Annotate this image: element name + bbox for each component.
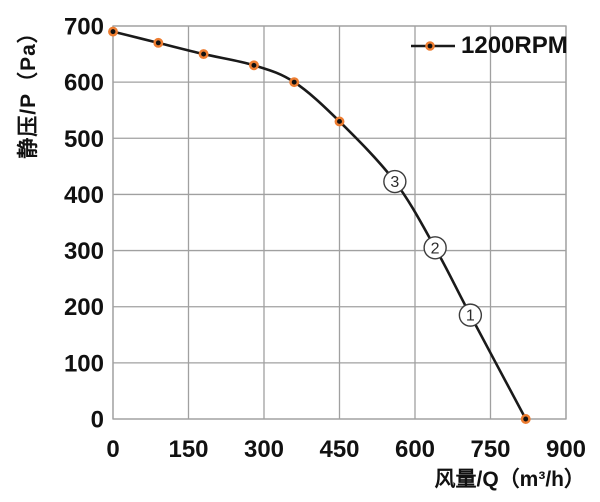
data-point-marker: [520, 414, 531, 424]
x-tick-label: 900: [546, 436, 586, 463]
x-axis-title: 风量/Q（m³/h）: [434, 468, 586, 491]
y-tick-label: 0: [91, 407, 104, 434]
legend-label: 1200RPM: [461, 32, 568, 59]
series-curve-1200rpm: [112, 30, 527, 420]
legend-line-marker-icon: [411, 41, 455, 51]
data-point-marker: [248, 60, 259, 71]
plot-border: [112, 25, 567, 420]
x-tick-label: 150: [168, 436, 208, 463]
y-tick-label: 100: [64, 350, 104, 377]
x-tick-label: 450: [319, 436, 359, 463]
y-tick-label: 200: [64, 294, 104, 321]
data-point-marker: [153, 37, 164, 48]
data-point-marker: [334, 116, 345, 127]
annotation-digit-2: 2: [431, 240, 440, 257]
y-axis-title: 静压/P（Pa）: [17, 21, 40, 159]
y-tick-label: 300: [64, 238, 104, 265]
annotation-circle-2: [423, 236, 447, 260]
data-point-marker: [289, 77, 300, 88]
x-tick-label: 600: [395, 436, 435, 463]
x-tick-label: 0: [106, 436, 119, 463]
data-point-marker: [198, 49, 209, 60]
legend: 1200RPM: [411, 33, 568, 59]
x-tick-label: 300: [244, 436, 284, 463]
y-tick-label: 700: [64, 14, 104, 41]
annotation-circle-1: [458, 303, 483, 327]
y-tick-label: 400: [64, 182, 104, 209]
annotation-circle-3: [383, 169, 407, 194]
y-tick-label: 600: [64, 70, 104, 97]
y-tick-label: 500: [64, 126, 104, 153]
annotation-digit-1: 1: [466, 308, 475, 325]
x-tick-label: 750: [470, 436, 510, 463]
data-point-marker: [108, 26, 118, 37]
annotation-digit-3: 3: [390, 174, 399, 191]
